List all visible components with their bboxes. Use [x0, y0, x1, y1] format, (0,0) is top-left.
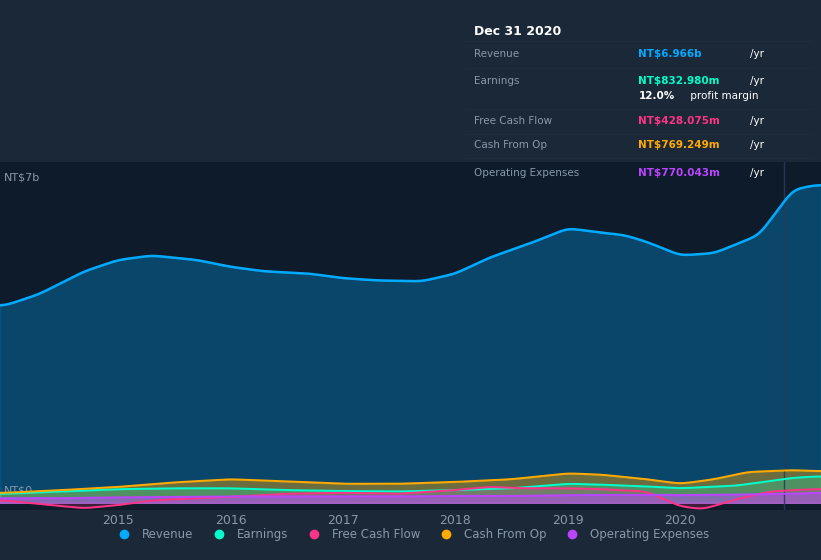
Text: Operating Expenses: Operating Expenses: [475, 169, 580, 179]
Text: Earnings: Earnings: [475, 76, 520, 86]
Text: /yr: /yr: [750, 169, 764, 179]
Text: profit margin: profit margin: [687, 91, 759, 101]
Text: Dec 31 2020: Dec 31 2020: [475, 25, 562, 38]
Text: NT$0: NT$0: [4, 486, 33, 496]
Text: Free Cash Flow: Free Cash Flow: [475, 116, 553, 126]
Text: Revenue: Revenue: [475, 49, 520, 59]
Text: NT$6.966b: NT$6.966b: [639, 49, 702, 59]
Text: /yr: /yr: [750, 76, 764, 86]
Text: /yr: /yr: [750, 116, 764, 126]
Text: 12.0%: 12.0%: [639, 91, 675, 101]
Text: NT$770.043m: NT$770.043m: [639, 169, 720, 179]
Legend: Revenue, Earnings, Free Cash Flow, Cash From Op, Operating Expenses: Revenue, Earnings, Free Cash Flow, Cash …: [108, 524, 713, 546]
Text: Cash From Op: Cash From Op: [475, 140, 548, 150]
Text: NT$832.980m: NT$832.980m: [639, 76, 720, 86]
Text: /yr: /yr: [750, 140, 764, 150]
Text: /yr: /yr: [750, 49, 764, 59]
Text: NT$428.075m: NT$428.075m: [639, 116, 720, 126]
Text: NT$7b: NT$7b: [4, 173, 40, 183]
Text: NT$769.249m: NT$769.249m: [639, 140, 720, 150]
